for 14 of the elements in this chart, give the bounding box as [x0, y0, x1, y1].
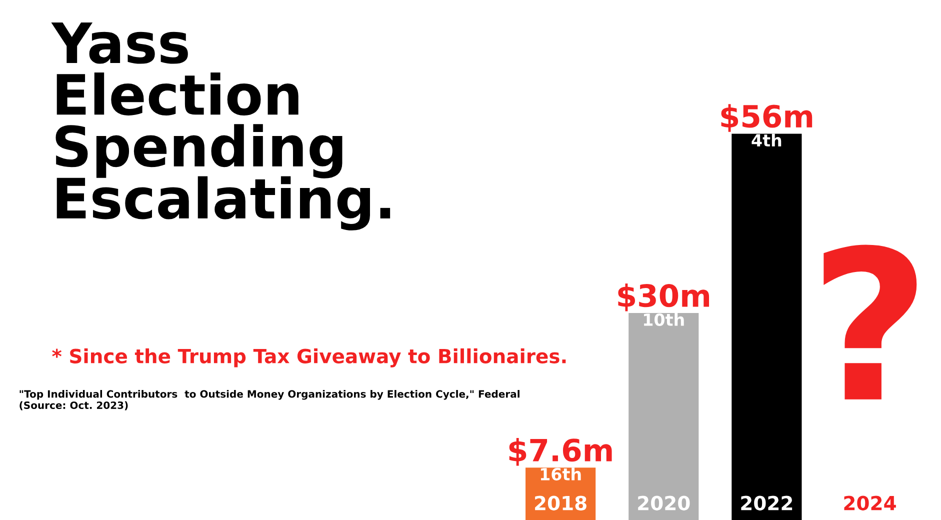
text: * Since the Trump Tax Giveaway to Billionaires. — [52, 348, 566, 368]
x-tick-label: 2020 — [638, 496, 690, 510]
data-label: $7.6m — [509, 438, 612, 466]
chart-title: Yass Election Spending Escalating. — [51, 22, 390, 230]
annotation: "Top Individual Contributors to Outside Money Organizations by Election Cycle," Federal (Source: Oct. 2023) — [20, 390, 520, 410]
data-label: $30m — [618, 283, 710, 312]
data-label: $56m — [721, 104, 812, 132]
annotation: 4th — [752, 134, 782, 146]
x-tick-label: 2024 — [844, 496, 896, 510]
x-tick-label: 2022 — [741, 496, 792, 510]
x-tick-label: 2018 — [535, 496, 586, 510]
annotation: 10th — [644, 313, 684, 326]
annotation: 16th — [540, 468, 581, 480]
text: ? — [824, 244, 917, 400]
